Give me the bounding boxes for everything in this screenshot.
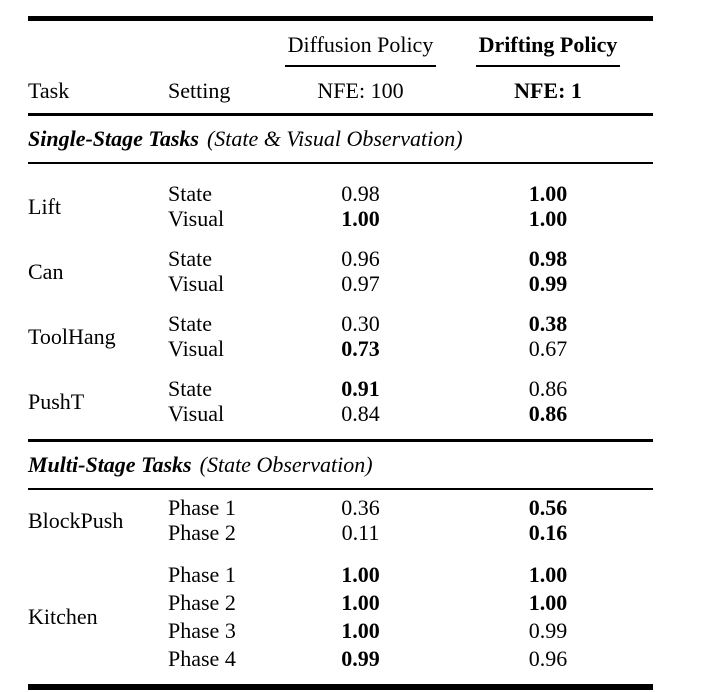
task-group-blockpush: BlockPush Phase 1 0.36 0.56 Phase 2 0.11…: [28, 495, 653, 545]
setting-label: State: [168, 376, 212, 401]
score-cell: 0.86: [528, 401, 568, 426]
section-rule: [28, 487, 653, 490]
task-group-pusht: PushT State 0.91 0.86 Visual 0.84 0.86: [28, 376, 653, 426]
score-cell: 0.98: [528, 246, 568, 271]
diffusion-policy-header-cell: Diffusion Policy: [278, 21, 443, 67]
section-rule: [28, 161, 653, 164]
score-cell: 0.86: [528, 376, 568, 401]
task-group-toolhang: ToolHang State 0.30 0.38 Visual 0.73 0.6…: [28, 311, 653, 361]
score-cell: 1.00: [341, 561, 380, 587]
section-rule: [28, 439, 653, 442]
score-cell: 1.00: [341, 206, 380, 231]
score-cell: 0.67: [528, 336, 568, 361]
score-cell: 1.00: [341, 617, 380, 643]
table-rule-bottom: [28, 684, 653, 690]
task-label: ToolHang: [28, 323, 116, 349]
column-header-row: Task Setting NFE: 100 NFE: 1: [28, 67, 653, 113]
setting-column-header: Setting: [168, 77, 231, 103]
setting-label: Phase 3: [168, 617, 236, 643]
setting-label: Visual: [168, 206, 225, 231]
single-stage-body: Lift State 0.98 1.00 Visual 1.00 1.00 Ca…: [28, 164, 653, 439]
section-header-multi-stage: Multi-Stage Tasks (State Observation): [28, 442, 653, 488]
score-cell: 0.73: [341, 336, 380, 361]
table-rule-top: [28, 16, 653, 21]
setting-label: Phase 2: [168, 520, 236, 545]
section-note: (State & Visual Observation): [206, 125, 463, 151]
header-rule: [28, 113, 653, 116]
score-cell: 0.36: [341, 495, 380, 520]
score-cell: 1.00: [341, 589, 380, 615]
task-label: Can: [28, 258, 64, 284]
task-group-lift: Lift State 0.98 1.00 Visual 1.00 1.00: [28, 181, 653, 231]
score-cell: 0.99: [528, 617, 568, 643]
task-label: PushT: [28, 388, 85, 414]
task-label: Kitchen: [28, 603, 98, 629]
score-cell: 1.00: [528, 206, 568, 231]
score-cell: 0.56: [528, 495, 568, 520]
setting-label: Phase 2: [168, 589, 236, 615]
score-cell: 0.96: [341, 246, 380, 271]
setting-label: State: [168, 246, 212, 271]
score-cell: 0.16: [528, 520, 568, 545]
section-note: (State Observation): [199, 451, 373, 477]
policy-header-row: Diffusion Policy Drifting Policy: [28, 21, 653, 67]
task-column-header: Task: [28, 77, 70, 103]
score-cell: 0.11: [341, 520, 380, 545]
score-cell: 1.00: [528, 181, 568, 206]
score-cell: 1.00: [528, 589, 568, 615]
drifting-nfe-header: NFE: 1: [514, 77, 582, 103]
score-cell: 0.98: [341, 181, 380, 206]
setting-label: Phase 1: [168, 561, 236, 587]
results-table: Diffusion Policy Drifting Policy Task Se…: [28, 16, 653, 690]
section-title: Multi-Stage Tasks: [28, 451, 192, 477]
setting-label: Visual: [168, 401, 225, 426]
empty-cell: [28, 21, 168, 67]
section-header-single-stage: Single-Stage Tasks (State & Visual Obser…: [28, 116, 653, 162]
drifting-policy-header-cell: Drifting Policy: [443, 21, 653, 67]
score-cell: 0.96: [528, 645, 568, 671]
task-group-can: Can State 0.96 0.98 Visual 0.97 0.99: [28, 246, 653, 296]
score-cell: 0.30: [341, 311, 380, 336]
task-label: BlockPush: [28, 507, 124, 533]
diffusion-nfe-header: NFE: 100: [317, 77, 404, 103]
setting-label: State: [168, 311, 212, 336]
score-cell: 0.84: [341, 401, 380, 426]
empty-cell: [168, 21, 278, 67]
score-cell: 1.00: [528, 561, 568, 587]
score-cell: 0.91: [341, 376, 380, 401]
multi-stage-body: BlockPush Phase 1 0.36 0.56 Phase 2 0.11…: [28, 490, 653, 684]
task-group-kitchen: Kitchen Phase 1 1.00 1.00 Phase 2 1.00 1…: [28, 560, 653, 672]
setting-label: Phase 4: [168, 645, 236, 671]
task-label: Lift: [28, 193, 61, 219]
score-cell: 0.99: [528, 271, 568, 296]
score-cell: 0.99: [341, 645, 380, 671]
section-title: Single-Stage Tasks: [28, 125, 199, 151]
setting-label: Visual: [168, 271, 225, 296]
setting-label: Visual: [168, 336, 225, 361]
score-cell: 0.97: [341, 271, 380, 296]
drifting-policy-header: Drifting Policy: [475, 32, 621, 67]
diffusion-policy-header: Diffusion Policy: [284, 32, 437, 67]
setting-label: State: [168, 181, 212, 206]
score-cell: 0.38: [528, 311, 568, 336]
setting-label: Phase 1: [168, 495, 236, 520]
